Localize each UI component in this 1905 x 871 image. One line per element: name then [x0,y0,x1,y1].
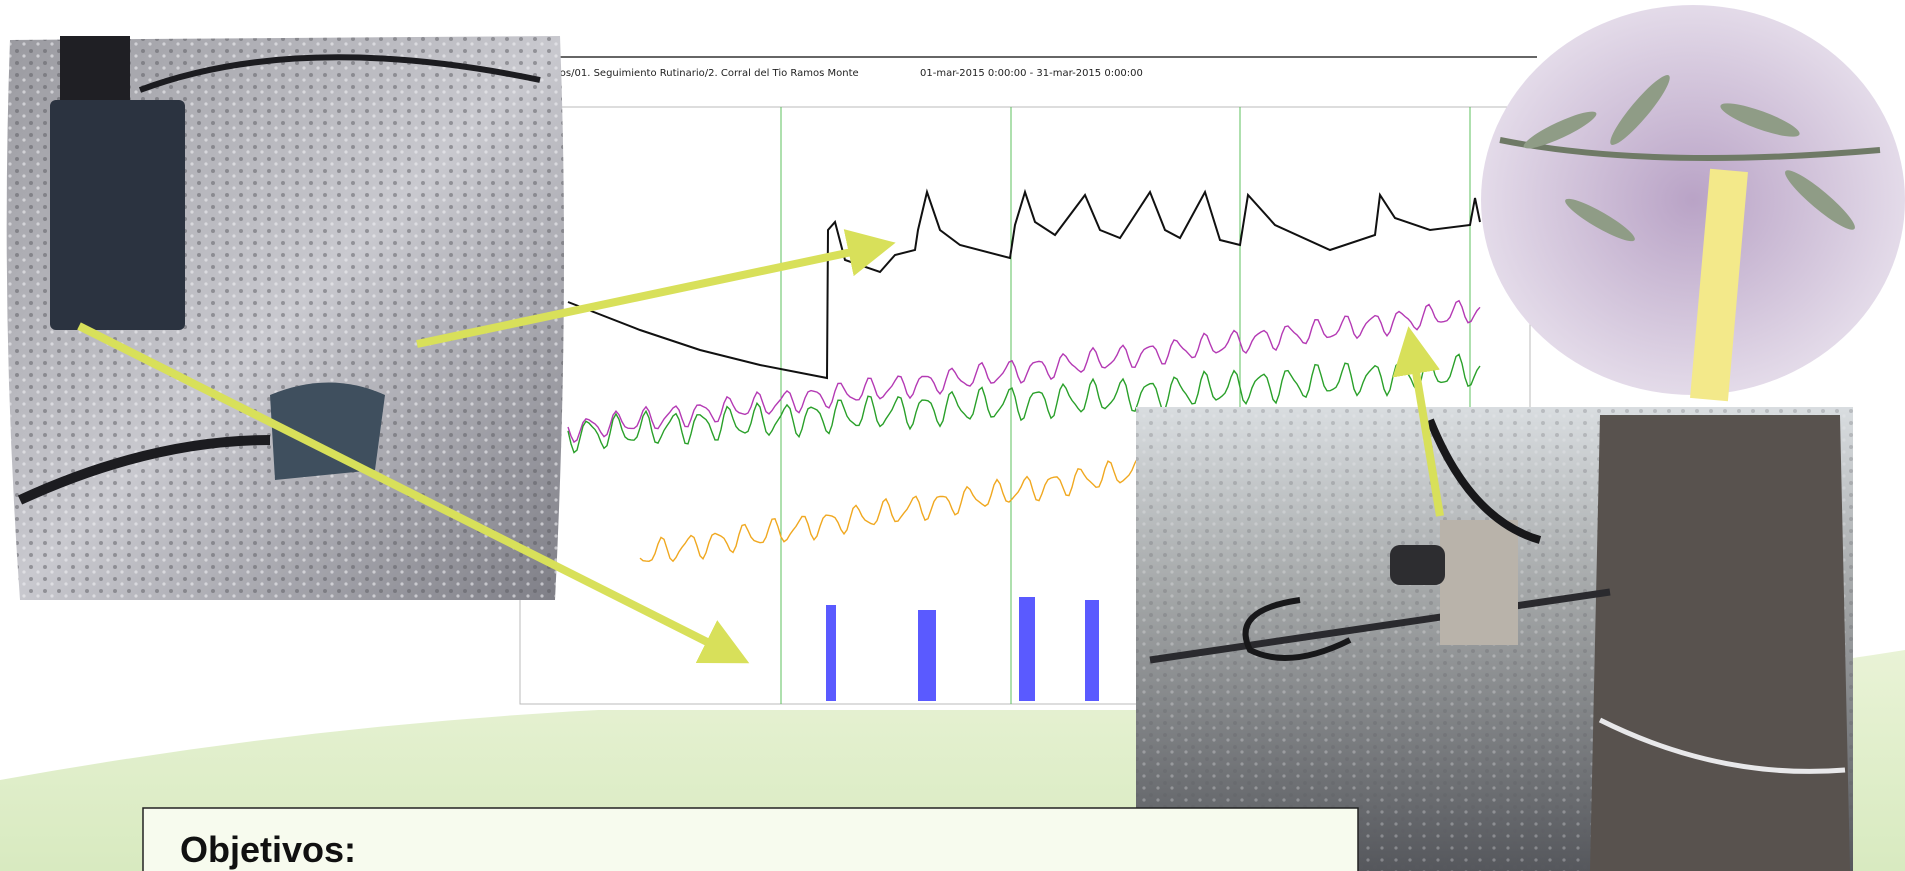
arrows [77,229,1444,664]
photo-cable [17,435,271,505]
irrigation-bar [1019,597,1035,701]
irrigation-bar [1085,600,1099,701]
arrow [77,322,750,664]
irrigation-bar [826,605,836,701]
trunk-sensor-photo [1136,407,1853,871]
trace-green [567,353,1481,454]
branch-photo [1481,5,1905,402]
trace-orange [639,457,1139,563]
photo-wire [1598,717,1846,774]
trace-black [567,188,1481,380]
photo-leaves [1523,75,1855,242]
objectives-box [142,807,1359,871]
photo-cable [138,54,541,93]
photo-sensor [270,382,385,480]
arrow [1392,326,1444,517]
photo-sensor-block [1440,520,1518,645]
irrigation-bar [918,610,936,701]
objectives-title: Objetivos: [180,829,356,870]
arrow [416,229,896,348]
screenshot-date-range: 01-mar-2015 0:00:00 - 31-mar-2015 0:00:0… [920,68,1143,79]
photo-trunk [1590,415,1850,871]
photo-tag [1690,168,1748,402]
photo-branch [1499,137,1881,161]
photo-cable [1242,597,1352,661]
irrigation-bars [826,597,1099,701]
photo-cable [1426,418,1542,544]
photo-box [50,100,185,330]
photo-rod [1149,588,1611,664]
trace-purple [567,299,1481,444]
photo-pole [60,36,130,110]
photo-sensor-cap [1390,545,1445,585]
photo-oval [1481,5,1905,395]
screenshot-path: ficos/01. Seguimiento Rutinario/2. Corra… [548,68,859,79]
soil-sensor-photo [6,36,564,600]
